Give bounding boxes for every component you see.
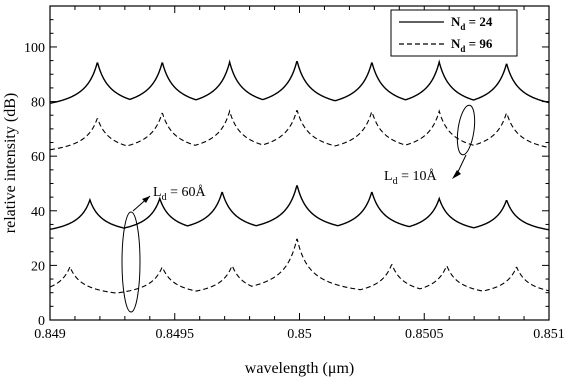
x-tick-label: 0.8505 bbox=[405, 327, 444, 342]
annotation-label-60: Ld = 60Å bbox=[153, 184, 206, 203]
legend-label-2: Nd = 96 bbox=[451, 36, 493, 54]
annotation-arrowhead-10 bbox=[452, 170, 461, 179]
annotation-arrowhead-60 bbox=[142, 196, 150, 203]
legend-1-suffix: = 24 bbox=[465, 14, 492, 29]
x-tick-label: 0.8495 bbox=[156, 327, 195, 342]
annotations: Ld = 60Å Ld = 10Å bbox=[121, 104, 476, 313]
series-line-4 bbox=[49, 238, 550, 294]
series-line-3 bbox=[49, 185, 550, 231]
legend-2-suffix: = 96 bbox=[465, 36, 492, 51]
annotation-10-suffix: = 10Å bbox=[398, 168, 438, 184]
y-tick-label: 40 bbox=[31, 205, 45, 220]
annotation-10-sub: d bbox=[393, 176, 398, 187]
legend-box bbox=[390, 9, 518, 57]
series-line-2 bbox=[49, 109, 550, 151]
y-tick-label: 20 bbox=[31, 259, 45, 274]
plot-area: 0.849 0.8495 0.85 0.8505 0.851 0 20 40 60 80 100 wa… bbox=[2, 5, 565, 377]
x-axis-label: wavelength (μm) bbox=[245, 360, 354, 377]
annotation-label-10: Ld = 10Å bbox=[384, 168, 437, 187]
legend-2-sub: d bbox=[460, 44, 465, 54]
annotation-60-base: L bbox=[153, 185, 162, 200]
curves bbox=[49, 59, 550, 294]
legend-2-base: N bbox=[451, 36, 461, 51]
legend: Nd = 24 Nd = 96 bbox=[390, 9, 518, 57]
legend-label-1: Nd = 24 bbox=[451, 14, 493, 32]
y-axis-label: relative intensity (dB) bbox=[2, 93, 19, 233]
annotation-10-base: L bbox=[384, 169, 393, 184]
annotation-ellipse-60 bbox=[121, 211, 141, 313]
series-line-1 bbox=[49, 59, 550, 104]
y-tick-label: 0 bbox=[38, 314, 45, 329]
x-tick-label: 0.849 bbox=[34, 327, 66, 342]
y-tick-label: 60 bbox=[31, 150, 45, 165]
y-tick-label: 80 bbox=[31, 96, 45, 111]
annotation-60-suffix: = 60Å bbox=[167, 184, 207, 200]
x-tick-label: 0.85 bbox=[287, 327, 312, 342]
annotation-60-sub: d bbox=[162, 192, 167, 203]
legend-1-base: N bbox=[451, 14, 461, 29]
y-tick-label: 100 bbox=[24, 41, 45, 56]
x-tick-label: 0.851 bbox=[533, 327, 565, 342]
annotation-ellipse-10 bbox=[456, 104, 476, 156]
legend-1-sub: d bbox=[460, 22, 465, 32]
